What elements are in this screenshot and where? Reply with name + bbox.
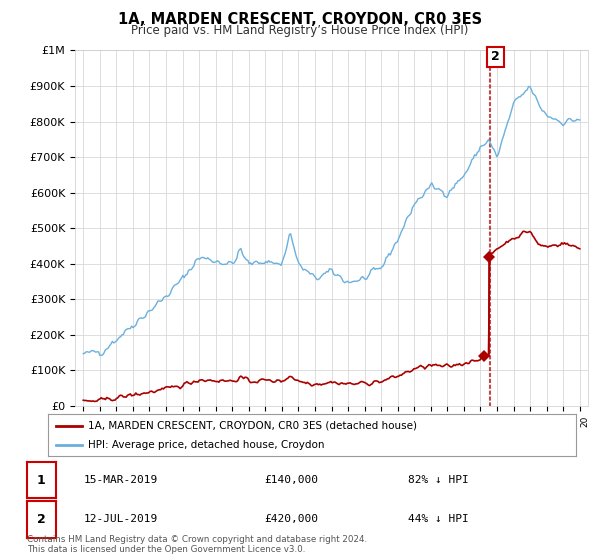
Text: HPI: Average price, detached house, Croydon: HPI: Average price, detached house, Croy… (88, 440, 324, 450)
Text: 2: 2 (491, 50, 500, 63)
Text: Contains HM Land Registry data © Crown copyright and database right 2024.
This d: Contains HM Land Registry data © Crown c… (27, 535, 367, 554)
Text: 1A, MARDEN CRESCENT, CROYDON, CR0 3ES (detached house): 1A, MARDEN CRESCENT, CROYDON, CR0 3ES (d… (88, 421, 416, 431)
Text: 1: 1 (37, 474, 46, 487)
Text: 12-JUL-2019: 12-JUL-2019 (84, 515, 158, 524)
Text: 1A, MARDEN CRESCENT, CROYDON, CR0 3ES: 1A, MARDEN CRESCENT, CROYDON, CR0 3ES (118, 12, 482, 27)
Text: 2: 2 (37, 513, 46, 526)
Text: £140,000: £140,000 (264, 475, 318, 485)
Text: 44% ↓ HPI: 44% ↓ HPI (408, 515, 469, 524)
Text: Price paid vs. HM Land Registry’s House Price Index (HPI): Price paid vs. HM Land Registry’s House … (131, 24, 469, 37)
Text: £420,000: £420,000 (264, 515, 318, 524)
Text: 82% ↓ HPI: 82% ↓ HPI (408, 475, 469, 485)
Text: 15-MAR-2019: 15-MAR-2019 (84, 475, 158, 485)
